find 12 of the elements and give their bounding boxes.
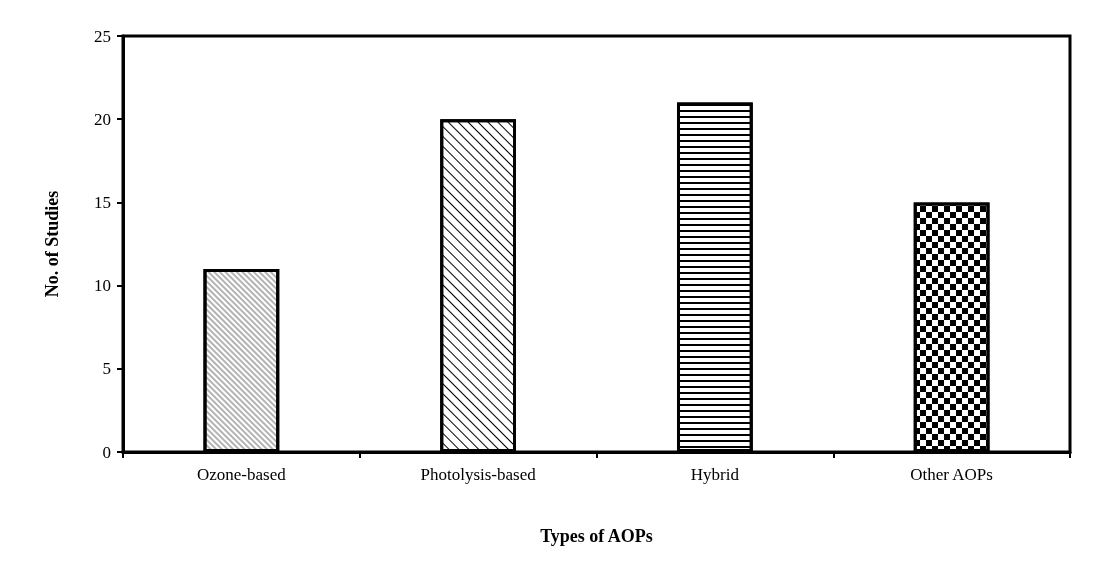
- y-tick-label: 10: [94, 276, 111, 296]
- y-tick-label: 0: [102, 442, 111, 462]
- y-tick-label: 5: [102, 359, 111, 379]
- y-tick-label: 15: [94, 192, 111, 212]
- x-tick-label: Ozone-based: [197, 465, 287, 484]
- x-axis-title: Types of AOPs: [540, 526, 653, 546]
- x-tick-label: Hybrid: [690, 465, 740, 484]
- y-tick-label: 25: [94, 26, 111, 46]
- x-tick-label: Other AOPs: [910, 465, 993, 484]
- y-axis-title: No. of Studies: [42, 190, 62, 298]
- x-tick-label: Photolysis-based: [420, 465, 537, 484]
- y-tick-label: 20: [94, 109, 111, 129]
